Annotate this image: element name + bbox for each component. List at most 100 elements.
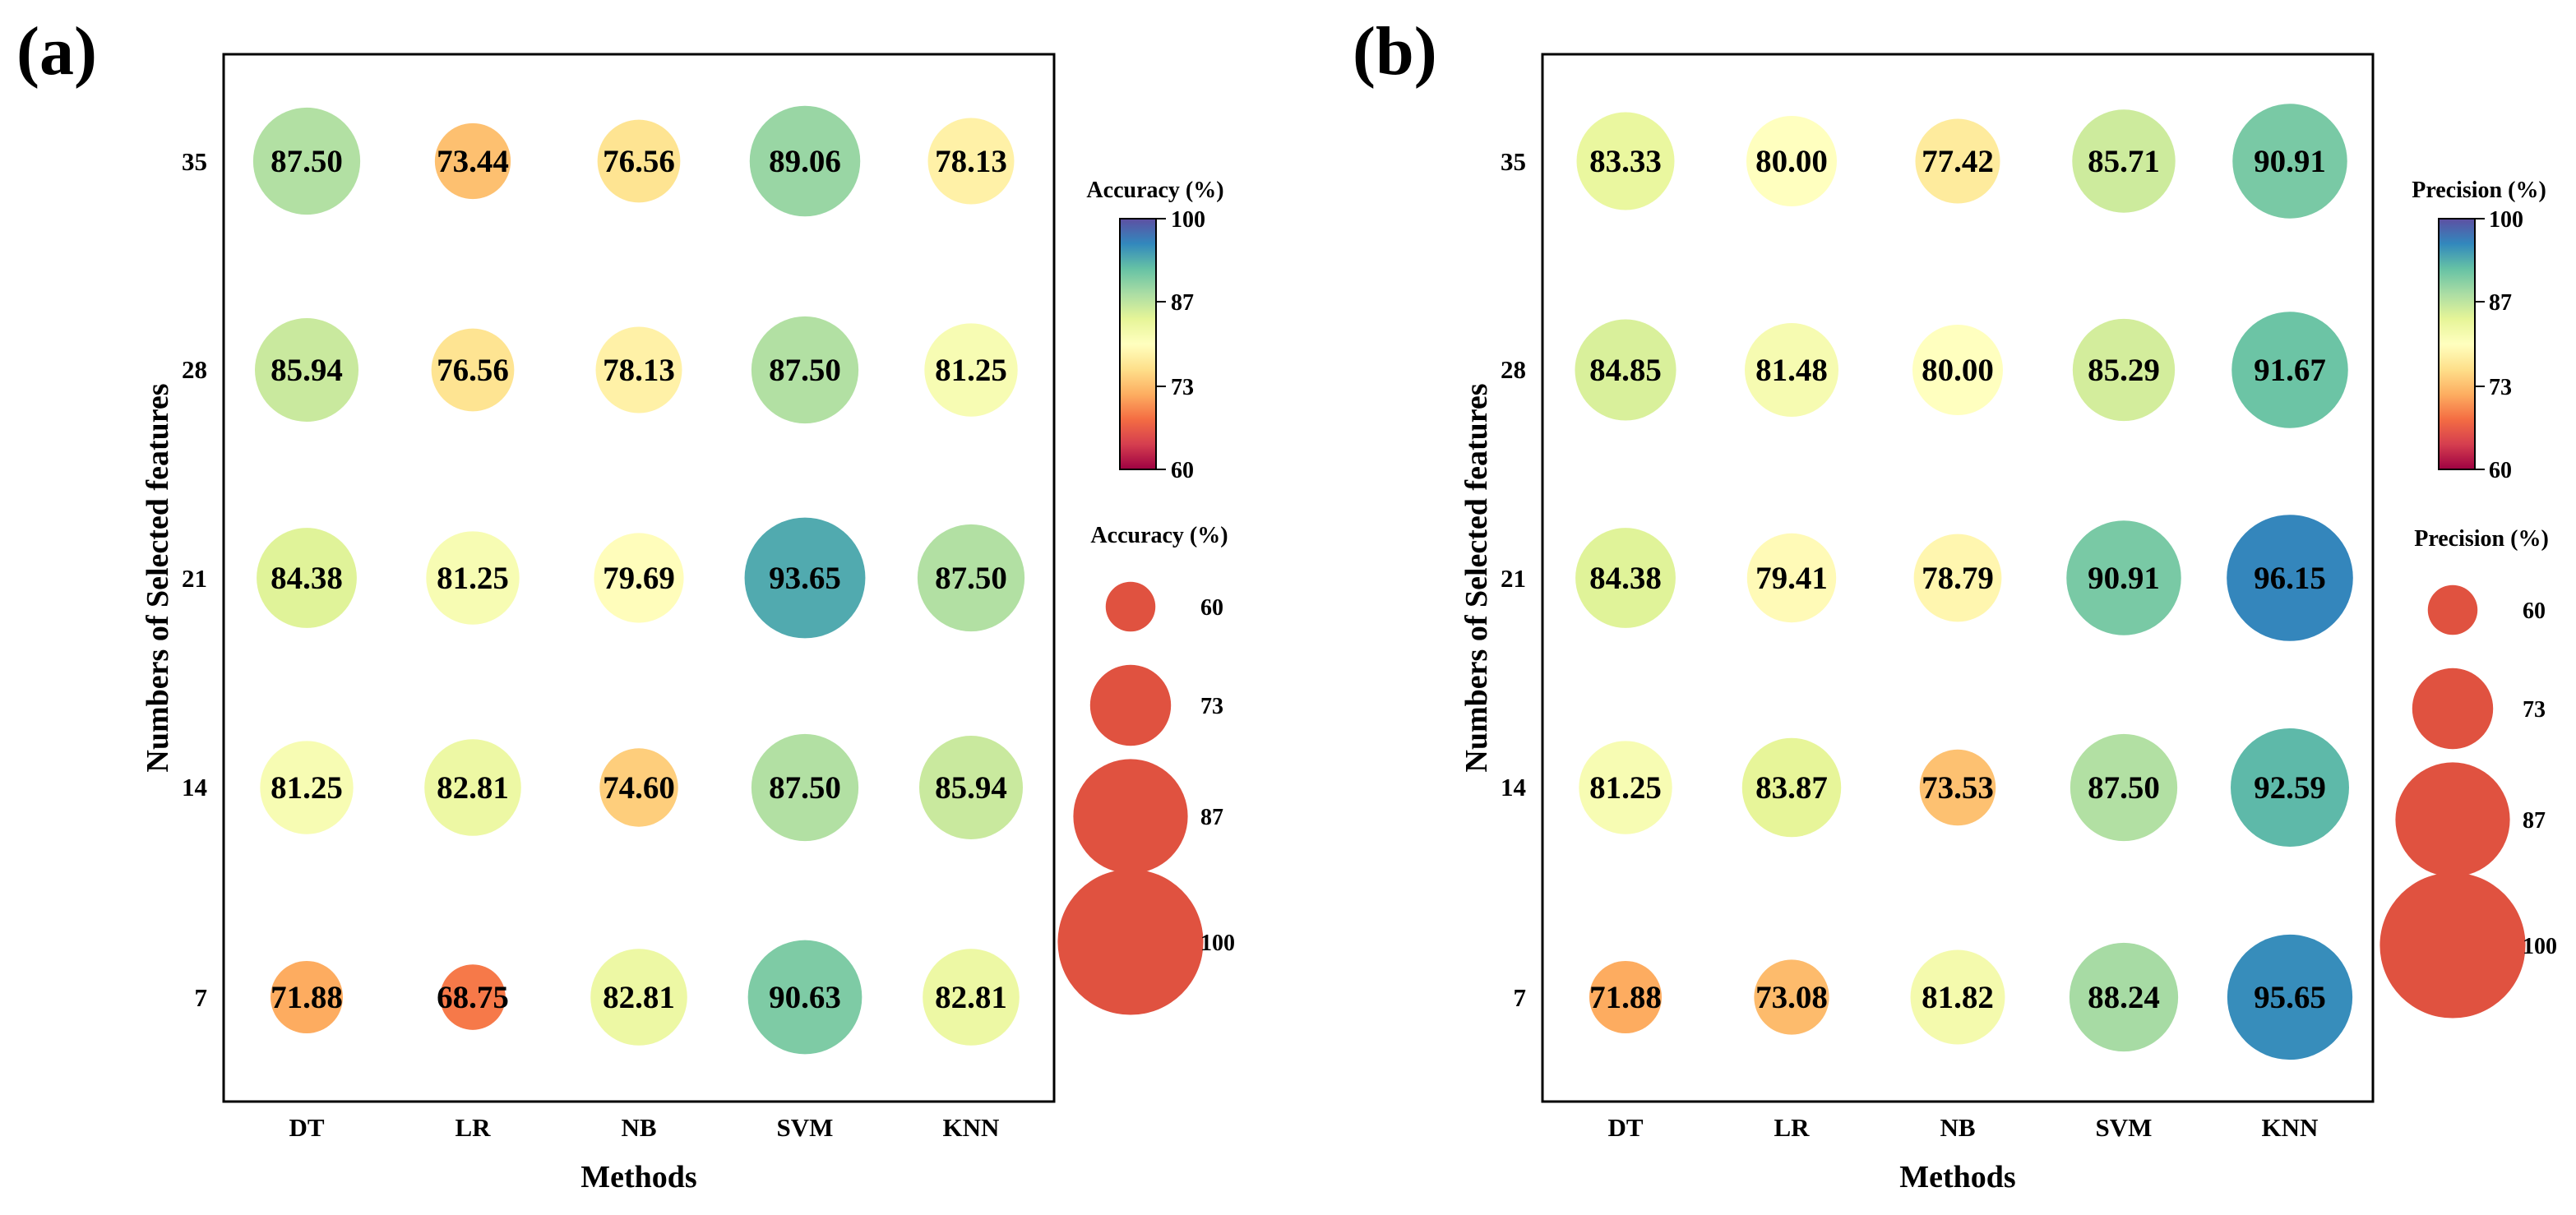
panel-a-size-legend-labels: 60 73 87 100 <box>1200 595 1235 956</box>
bubble <box>1754 959 1829 1035</box>
bubble <box>424 739 521 836</box>
bubble <box>749 105 861 217</box>
bubble <box>751 733 859 842</box>
bubble-value-label: 80.00 <box>1755 144 1828 179</box>
panel-a-size-legend-title: Accuracy (%) <box>1090 523 1228 548</box>
bubble-value-label: 92.59 <box>2254 770 2326 806</box>
bubble-value-label: 79.41 <box>1755 561 1828 596</box>
bubble <box>1745 323 1838 417</box>
bubble <box>1915 118 2000 204</box>
bubble <box>440 964 506 1030</box>
bubble <box>426 531 520 625</box>
panel-a-x-tick: LR <box>455 1113 491 1142</box>
bubble-value-label: 87.50 <box>2088 770 2160 806</box>
panel-a-y-ticks: 35 28 21 14 7 <box>182 147 207 1012</box>
panel-b-colorbar-tick: 60 <box>2489 458 2512 483</box>
panel-b-x-tick: SVM <box>2096 1113 2153 1142</box>
bubble-value-label: 78.13 <box>603 353 675 388</box>
bubble <box>1746 116 1837 206</box>
bubble-value-label: 71.88 <box>1589 980 1662 1015</box>
bubble-value-label: 81.48 <box>1755 353 1828 388</box>
bubble <box>744 517 866 639</box>
bubble-value-label: 87.50 <box>935 561 1007 596</box>
bubble-value-label: 68.75 <box>437 980 509 1015</box>
bubble-value-label: 87.50 <box>271 144 343 179</box>
bubble <box>1910 949 2005 1045</box>
bubble-value-label: 78.13 <box>935 144 1007 179</box>
bubble <box>924 323 1018 417</box>
bubble-value-label: 95.65 <box>2254 980 2326 1015</box>
panel-a-size-legend-label: 60 <box>1200 595 1223 621</box>
panel-b-x-tick: KNN <box>2262 1113 2319 1142</box>
bubble-value-label: 83.87 <box>1755 770 1828 806</box>
panel-b-plot-frame <box>1541 53 2375 1103</box>
bubble <box>923 949 1020 1046</box>
panel-b-y-tick: 28 <box>1501 355 1526 384</box>
bubble <box>2072 109 2176 213</box>
bubble <box>2232 104 2347 219</box>
bubble-value-label: 71.88 <box>271 980 343 1015</box>
panel-b-colorbar-tick: 87 <box>2489 290 2512 316</box>
bubble-value-label: 84.85 <box>1589 353 1662 388</box>
bubble <box>2231 728 2349 847</box>
bubble <box>434 122 511 200</box>
bubble-value-label: 78.79 <box>1922 561 1994 596</box>
panel-a-y-tick: 28 <box>182 355 207 384</box>
bubble <box>597 119 681 203</box>
bubble <box>2072 318 2176 422</box>
panel-a-colorbar-tick: 100 <box>1171 207 1205 233</box>
panel-b-x-tick: LR <box>1774 1113 1810 1142</box>
bubble-value-label: 96.15 <box>2254 561 2326 596</box>
panel-b-colorbar-title: Precision (%) <box>2412 178 2546 203</box>
bubble-value-label: 81.82 <box>1922 980 1994 1015</box>
bubble-value-label: 81.25 <box>935 353 1007 388</box>
bubble-value-label: 81.25 <box>1589 770 1662 806</box>
panel-b-label: (b) <box>1353 13 1437 90</box>
size-legend-circle <box>1073 759 1188 874</box>
bubble-value-label: 82.81 <box>935 980 1007 1015</box>
panel-a-colorbar-tick: 73 <box>1171 375 1194 400</box>
bubble-value-label: 79.69 <box>603 561 675 596</box>
panel-a-colorbar-tick: 87 <box>1171 290 1194 316</box>
panel-b-x-tick: NB <box>1940 1113 1975 1142</box>
bubble <box>2227 934 2353 1060</box>
bubble <box>1575 528 1676 628</box>
panel-b-x-axis-title: Methods <box>1899 1160 2015 1194</box>
size-legend-circle <box>2412 668 2494 750</box>
panel-a-y-tick: 14 <box>182 773 207 802</box>
bubble-value-label: 89.06 <box>769 144 841 179</box>
bubble-value-label: 87.50 <box>769 770 841 806</box>
bubble <box>1741 737 1842 838</box>
bubble-value-label: 88.24 <box>2088 980 2160 1015</box>
size-legend-circle <box>1089 664 1172 746</box>
bubble-value-label: 81.25 <box>271 770 343 806</box>
panel-a-x-tick: SVM <box>777 1113 834 1142</box>
bubble-value-label: 85.71 <box>2088 144 2160 179</box>
panel-b-x-ticks: DT LR NB SVM KNN <box>1607 1113 2318 1142</box>
panel-b-y-ticks: 35 28 21 14 7 <box>1501 147 1526 1012</box>
panel-a-y-tick: 35 <box>182 147 207 176</box>
panel-b-y-tick: 7 <box>1514 983 1527 1012</box>
bubble <box>1912 325 2003 415</box>
panel-b-colorbar-tick: 100 <box>2489 207 2523 233</box>
panel-a-colorbar-ticks: 100 87 73 60 <box>1156 207 1205 483</box>
bubble-value-label: 83.33 <box>1589 144 1662 179</box>
bubble <box>254 317 359 423</box>
panel-a-y-tick: 7 <box>195 983 208 1012</box>
size-legend-circle <box>2427 584 2478 635</box>
bubble-value-label: 74.60 <box>603 770 675 806</box>
panel-b-y-tick: 14 <box>1501 773 1526 802</box>
panel-a-y-axis-title: Numbers of Selected features <box>141 383 175 772</box>
size-legend-circle <box>2379 872 2526 1019</box>
panel-a-bubbles: 87.50 73.44 76.56 89.06 78.13 85.94 76.56 78.13… <box>252 105 1025 1055</box>
bubble-value-label: 84.38 <box>271 561 343 596</box>
bubble <box>2070 733 2178 842</box>
bubble-value-label: 93.65 <box>769 561 841 596</box>
bubble-value-label: 82.81 <box>437 770 509 806</box>
panel-a-x-tick: KNN <box>943 1113 1000 1142</box>
size-legend-circle <box>1105 581 1156 632</box>
panel-b-bubbles: 83.33 80.00 77.42 85.71 90.91 84.85 81.48 80.00… <box>1575 104 2353 1060</box>
bubble-value-label: 76.56 <box>437 353 509 388</box>
panel-b-size-legend-label: 87 <box>2523 808 2546 834</box>
panel-b-size-legend-label: 73 <box>2523 697 2546 723</box>
